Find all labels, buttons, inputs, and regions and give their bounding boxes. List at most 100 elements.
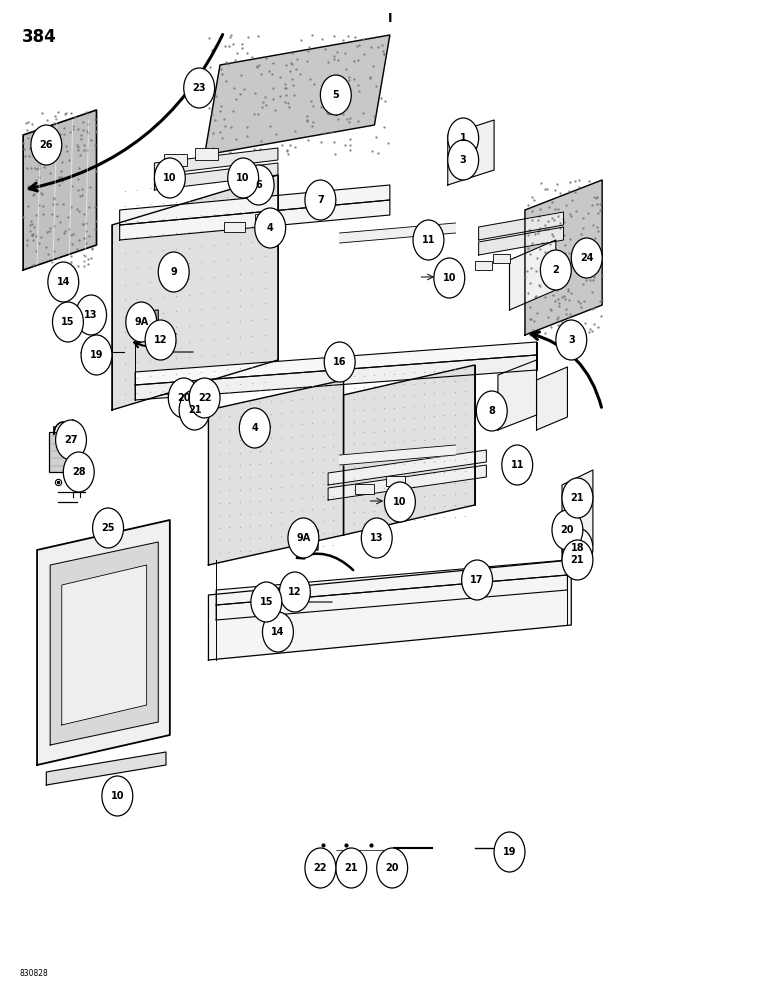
Text: 22: 22 — [313, 863, 327, 873]
Polygon shape — [120, 185, 390, 225]
Text: 26: 26 — [39, 140, 53, 150]
Circle shape — [81, 335, 112, 375]
Text: 10: 10 — [110, 791, 124, 801]
Circle shape — [93, 508, 124, 548]
Polygon shape — [208, 560, 571, 660]
Polygon shape — [479, 212, 564, 240]
Text: 21: 21 — [344, 863, 358, 873]
Polygon shape — [525, 180, 602, 335]
Circle shape — [102, 776, 133, 816]
Circle shape — [562, 478, 593, 518]
Circle shape — [126, 302, 157, 342]
Circle shape — [243, 165, 274, 205]
Polygon shape — [46, 752, 166, 785]
Polygon shape — [340, 445, 455, 465]
Polygon shape — [135, 342, 537, 385]
Circle shape — [52, 302, 83, 342]
Text: 12: 12 — [288, 587, 302, 597]
Circle shape — [434, 258, 465, 298]
Circle shape — [448, 140, 479, 180]
Polygon shape — [328, 465, 486, 500]
Circle shape — [540, 250, 571, 290]
Text: 13: 13 — [370, 533, 384, 543]
Text: 24: 24 — [580, 253, 594, 263]
Text: 10: 10 — [442, 273, 456, 283]
Circle shape — [56, 420, 86, 460]
Circle shape — [31, 125, 62, 165]
Polygon shape — [340, 223, 455, 243]
Polygon shape — [135, 355, 537, 400]
Text: 10: 10 — [163, 173, 177, 183]
Circle shape — [413, 220, 444, 260]
Text: 8: 8 — [489, 406, 495, 416]
Circle shape — [556, 320, 587, 360]
Text: 4: 4 — [252, 423, 258, 433]
Polygon shape — [112, 175, 278, 410]
Text: 19: 19 — [90, 350, 103, 360]
Polygon shape — [154, 163, 278, 190]
Text: 9: 9 — [171, 267, 177, 277]
Circle shape — [239, 408, 270, 448]
Text: 20: 20 — [560, 525, 574, 535]
Polygon shape — [137, 310, 158, 332]
Circle shape — [251, 582, 282, 622]
Text: 21: 21 — [571, 493, 584, 503]
Text: 19: 19 — [503, 847, 516, 857]
Circle shape — [76, 295, 107, 335]
Text: 9A: 9A — [296, 533, 310, 543]
Polygon shape — [562, 470, 593, 560]
Text: 21: 21 — [571, 555, 584, 565]
Polygon shape — [62, 565, 147, 725]
Circle shape — [288, 518, 319, 558]
Bar — [493, 254, 510, 263]
Circle shape — [255, 208, 286, 248]
Polygon shape — [498, 360, 537, 430]
Text: 11: 11 — [510, 460, 524, 470]
Text: 12: 12 — [154, 335, 168, 345]
Text: 11: 11 — [422, 235, 435, 245]
Text: 25: 25 — [101, 523, 115, 533]
Polygon shape — [154, 148, 278, 175]
Circle shape — [494, 832, 525, 872]
Text: 4: 4 — [267, 223, 273, 233]
Circle shape — [462, 560, 493, 600]
Bar — [386, 476, 405, 486]
Circle shape — [189, 378, 220, 418]
Circle shape — [48, 262, 79, 302]
Polygon shape — [216, 575, 567, 620]
Text: 10: 10 — [236, 173, 250, 183]
Circle shape — [262, 612, 293, 652]
Bar — [475, 261, 492, 270]
Text: 3: 3 — [568, 335, 574, 345]
Text: 27: 27 — [64, 435, 78, 445]
Circle shape — [562, 540, 593, 580]
Text: 17: 17 — [470, 575, 484, 585]
Circle shape — [154, 158, 185, 198]
Circle shape — [63, 452, 94, 492]
Bar — [195, 148, 218, 160]
Circle shape — [158, 252, 189, 292]
Circle shape — [305, 180, 336, 220]
Circle shape — [168, 378, 199, 418]
Text: 20: 20 — [177, 393, 191, 403]
Polygon shape — [479, 227, 564, 255]
Circle shape — [179, 390, 210, 430]
Polygon shape — [448, 120, 494, 185]
Text: 15: 15 — [61, 317, 75, 327]
Text: 384: 384 — [22, 28, 56, 46]
Text: 14: 14 — [56, 277, 70, 287]
Polygon shape — [216, 560, 567, 605]
Circle shape — [279, 572, 310, 612]
Bar — [164, 154, 187, 166]
Circle shape — [305, 848, 336, 888]
Circle shape — [502, 445, 533, 485]
Circle shape — [476, 391, 507, 431]
Text: 1: 1 — [460, 133, 466, 143]
Text: 10: 10 — [393, 497, 407, 507]
Polygon shape — [37, 520, 170, 765]
Text: 22: 22 — [198, 393, 212, 403]
Text: 28: 28 — [72, 467, 86, 477]
Circle shape — [361, 518, 392, 558]
Circle shape — [336, 848, 367, 888]
Polygon shape — [23, 110, 96, 270]
